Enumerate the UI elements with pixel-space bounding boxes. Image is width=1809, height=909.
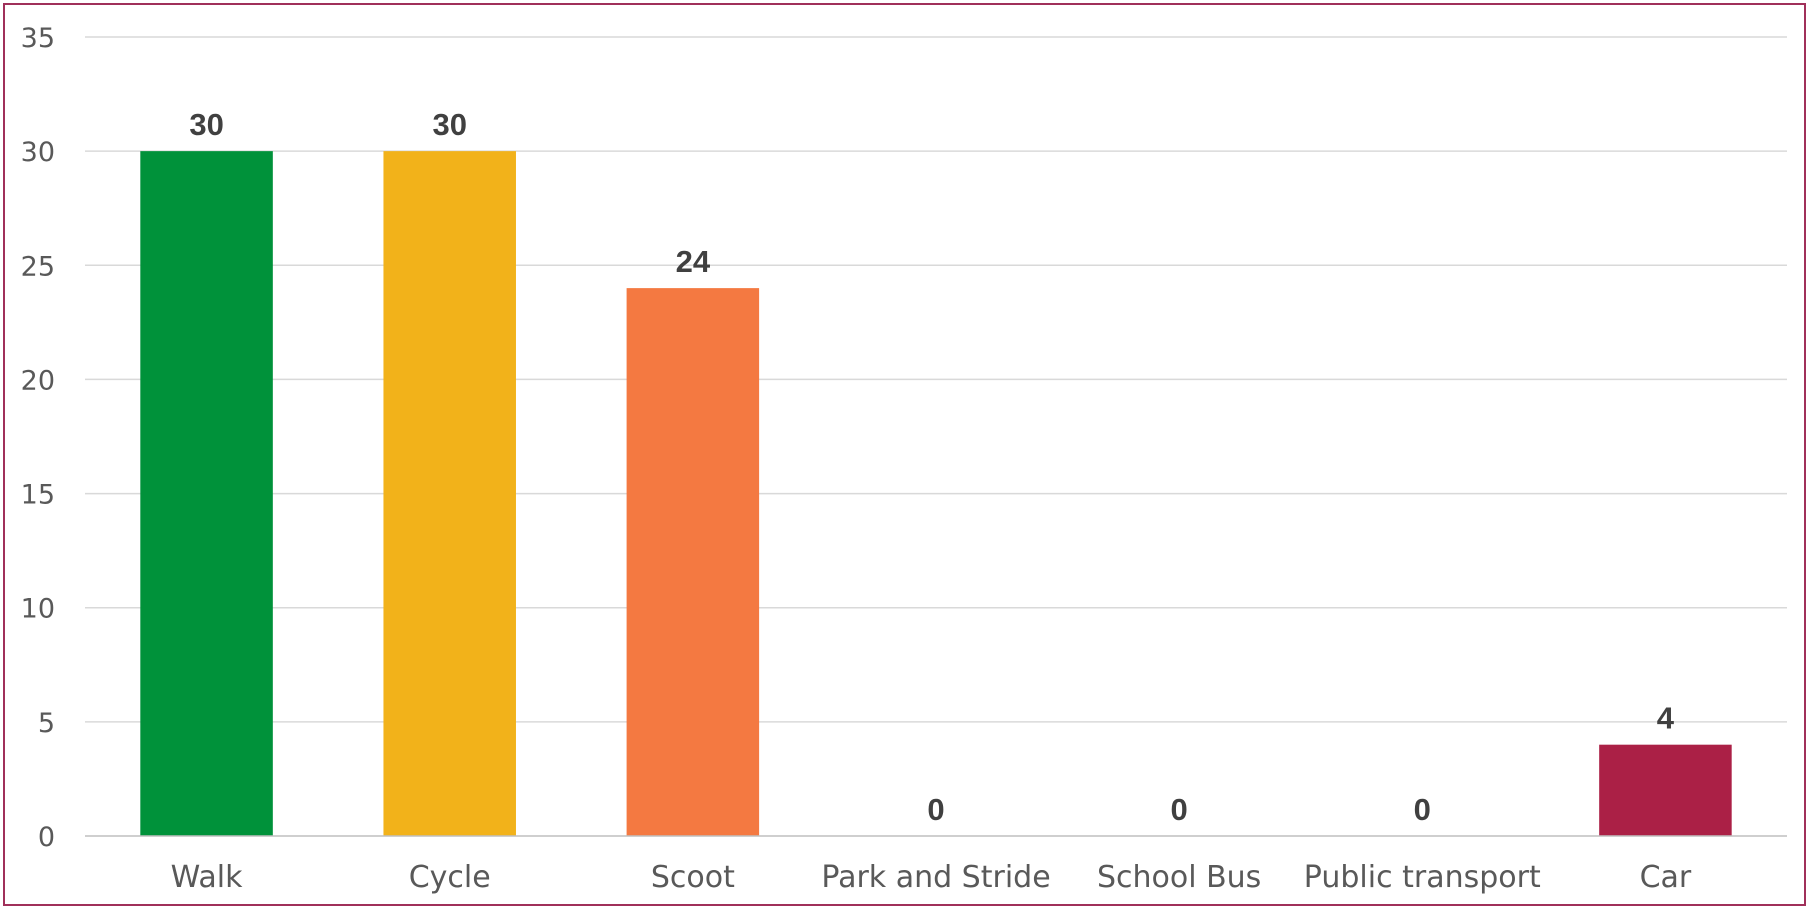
category-label: School Bus [1097, 860, 1261, 895]
bar [1599, 744, 1732, 836]
data-label: 0 [1171, 792, 1188, 827]
category-label: Walk [171, 860, 243, 895]
data-label: 0 [927, 792, 944, 827]
category-label: Scoot [651, 860, 735, 895]
y-tick-label: 25 [21, 251, 55, 282]
y-tick-label: 10 [21, 594, 55, 625]
y-tick-label: 20 [21, 365, 55, 396]
data-label: 30 [432, 107, 466, 142]
y-tick-label: 5 [38, 708, 55, 739]
y-tick-label: 35 [21, 23, 55, 54]
category-label: Car [1640, 860, 1692, 895]
data-label: 4 [1657, 701, 1675, 736]
y-tick-label: 30 [21, 137, 55, 168]
category-labels: Walk Cycle Scoot Park and Stride School Bus P… [171, 860, 1692, 895]
bar [383, 151, 516, 837]
y-tick-label: 0 [38, 822, 55, 853]
gridlines [85, 36, 1787, 723]
category-label: Public transport [1304, 860, 1541, 895]
bar [140, 151, 273, 837]
category-label: Cycle [409, 860, 491, 895]
bars [140, 151, 1732, 837]
data-label: 24 [676, 244, 711, 279]
data-labels: 30 30 24 0 0 0 4 [189, 107, 1674, 827]
chart-frame [3, 3, 1806, 906]
data-label: 30 [189, 107, 223, 142]
bar [626, 288, 760, 837]
category-label: Park and Stride [821, 860, 1050, 895]
y-axis-ticks: 0 5 10 15 20 25 30 35 [21, 23, 55, 853]
y-tick-label: 15 [21, 480, 55, 511]
data-label: 0 [1414, 792, 1431, 827]
